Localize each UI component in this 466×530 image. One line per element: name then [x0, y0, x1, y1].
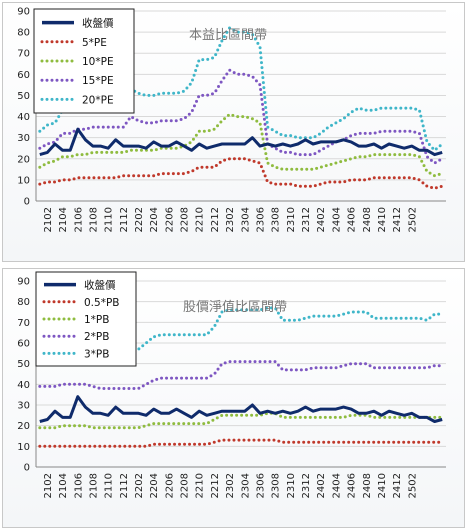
x-tick-label: 2208: [180, 473, 191, 498]
y-tick-label: 10: [17, 175, 30, 186]
x-tick-label: 2402: [316, 473, 327, 498]
series-line-2: [38, 112, 444, 178]
series-line-0: [39, 395, 443, 423]
y-tick-label: 20: [17, 421, 30, 432]
x-tick-label: 2502: [407, 473, 418, 498]
series-line-2: [38, 411, 444, 430]
x-tick-label: 2304: [240, 473, 251, 498]
x-tick-label: 2202: [134, 207, 145, 232]
x-tick-label: 2206: [164, 473, 175, 498]
x-tick-label: 2404: [331, 473, 342, 498]
y-tick-label: 90: [17, 277, 30, 288]
x-tick-label: 2212: [210, 473, 221, 498]
series-line-4: [38, 306, 444, 351]
x-tick-label: 2312: [301, 473, 312, 498]
x-tick-label: 2104: [58, 207, 69, 232]
x-tick-label: 2304: [240, 207, 251, 232]
chart-title: 股價淨值比區間帶: [183, 299, 287, 315]
x-tick-label: 2412: [392, 207, 403, 232]
x-tick-label: 2110: [104, 473, 115, 498]
x-tick-label: 2208: [180, 207, 191, 232]
x-tick-label: 2310: [286, 207, 297, 232]
y-tick-label: 60: [17, 70, 30, 81]
y-tick-label: 60: [17, 339, 30, 350]
x-tick-label: 2406: [347, 207, 358, 232]
x-tick-label: 2106: [73, 473, 84, 498]
y-tick-label: 40: [17, 112, 30, 123]
x-tick-label: 2204: [149, 473, 160, 498]
y-tick-label: 50: [17, 91, 30, 102]
x-tick-label: 2404: [331, 207, 342, 232]
pb-band-chart: 0 10 20 30 40 50 60 70 80 90 2102 2104 2106 2108 2110 2…: [17, 271, 446, 498]
y-tick-label: 40: [17, 380, 30, 391]
pb-band-chart-panel: 0 10 20 30 40 50 60 70 80 90 2102 2104 2106 2108 2110 2…: [2, 268, 465, 528]
y-tick-label: 10: [17, 442, 30, 453]
y-tick-label: 80: [17, 28, 30, 39]
legend-label-3: 15*PE: [82, 75, 114, 87]
series-line-0: [39, 127, 443, 157]
x-tick-label: 2308: [271, 207, 282, 232]
x-tick-label: 2410: [377, 473, 388, 498]
x-tick-label: 2110: [104, 207, 115, 232]
y-tick-label: 30: [17, 133, 30, 144]
x-tick-label: 2302: [225, 473, 236, 498]
x-tick-label: 2406: [347, 473, 358, 498]
x-tick-label: 2412: [392, 473, 403, 498]
x-tick-label: 2408: [362, 207, 373, 232]
x-tick-label: 2306: [255, 473, 266, 498]
y-tick-label: 0: [24, 197, 30, 208]
y-tick-label: 70: [17, 318, 30, 329]
legend-label-1: 5*PE: [82, 37, 107, 49]
series-line-1: [38, 157, 444, 190]
x-tick-label: 2104: [58, 473, 69, 498]
x-tick-label: 2402: [316, 207, 327, 232]
x-tick-label: 2112: [119, 207, 130, 232]
y-tick-label: 30: [17, 401, 30, 412]
x-tick-label: 2306: [255, 207, 266, 232]
legend-label-4: 3*PB: [84, 348, 109, 360]
x-tick-label: 2502: [407, 207, 418, 232]
y-tick-label: 0: [24, 463, 30, 474]
y-tick-label: 80: [17, 297, 30, 308]
x-tick-label: 2202: [134, 473, 145, 498]
x-tick-label: 2108: [88, 207, 99, 232]
x-tick-label: 2102: [43, 207, 54, 232]
x-tick-label: 2108: [88, 473, 99, 498]
legend-label-0: 收盤價: [82, 17, 114, 30]
x-tick-label: 2308: [271, 473, 282, 498]
y-tick-label: 50: [17, 359, 30, 370]
legend-label-4: 20*PE: [82, 94, 114, 106]
legend-label-2: 10*PE: [82, 56, 114, 68]
x-tick-label: 2310: [286, 473, 297, 498]
x-tick-label: 2302: [225, 207, 236, 232]
x-tick-label: 2204: [149, 207, 160, 232]
y-tick-label: 90: [17, 7, 30, 18]
legend-label-0: 收盤價: [84, 279, 116, 292]
x-tick-label: 2312: [301, 207, 312, 232]
series-line-3: [38, 360, 444, 390]
pe-band-chart: 0 10 20 30 40 50 60 70 80 90 2102 2104 2106 2108 2110 2…: [17, 7, 446, 232]
x-tick-label: 2206: [164, 207, 175, 232]
x-tick-label: 2212: [210, 207, 221, 232]
x-tick-label: 2210: [195, 473, 206, 498]
x-tick-label: 2210: [195, 207, 206, 232]
series-line-3: [38, 68, 444, 165]
y-tick-label: 70: [17, 49, 30, 60]
legend-label-2: 1*PB: [84, 314, 109, 326]
chart-title: 本益比區間帶: [189, 28, 267, 43]
x-tick-label: 2102: [43, 473, 54, 498]
legend-label-1: 0.5*PB: [84, 297, 119, 309]
x-tick-label: 2112: [119, 473, 130, 498]
legend-label-3: 2*PB: [84, 331, 109, 343]
x-tick-label: 2106: [73, 207, 84, 232]
x-tick-label: 2408: [362, 473, 373, 498]
y-tick-label: 20: [17, 154, 30, 165]
series-line-1: [38, 438, 444, 448]
x-tick-label: 2410: [377, 207, 388, 232]
pe-band-chart-panel: 0 10 20 30 40 50 60 70 80 90 2102 2104 2106 2108 2110 2…: [2, 2, 465, 262]
